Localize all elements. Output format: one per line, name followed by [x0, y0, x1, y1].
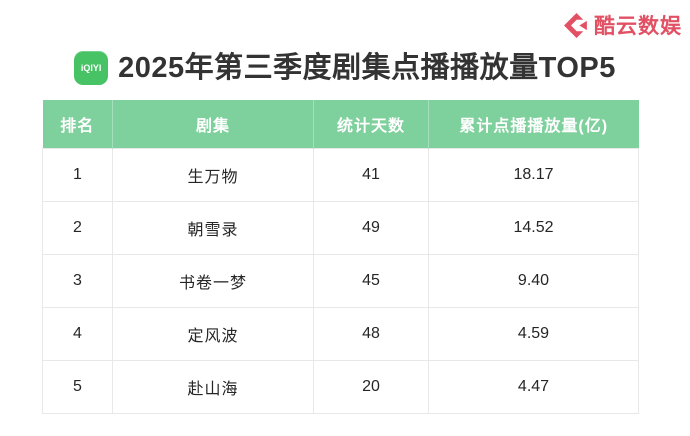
table-row: 4 定风波 48 4.59 — [42, 306, 639, 361]
page-title: 2025年第三季度剧集点播播放量TOP5 — [118, 52, 616, 84]
cell-plays: 4.47 — [428, 359, 639, 414]
col-header-rank: 排名 — [42, 100, 113, 148]
cell-rank: 1 — [42, 147, 113, 202]
kuyun-brand: 酷云数娱 — [563, 10, 682, 40]
cell-plays: 9.40 — [428, 253, 639, 308]
iqiyi-logo-icon: iQIYI — [74, 51, 109, 85]
table-row: 2 朝雪录 49 14.52 — [42, 200, 639, 255]
table-row: 5 赴山海 20 4.47 — [42, 359, 639, 414]
col-header-plays: 累计点播播放量(亿) — [428, 100, 639, 148]
col-header-drama: 剧集 — [112, 100, 314, 148]
header-row: 排名 剧集 统计天数 累计点播播放量(亿) — [42, 100, 639, 148]
cell-drama-title: 生万物 — [112, 147, 314, 202]
cell-rank: 2 — [42, 200, 113, 255]
cell-days: 48 — [313, 306, 429, 361]
cell-days: 20 — [313, 359, 429, 414]
cell-drama-title: 朝雪录 — [112, 200, 314, 255]
cell-days: 45 — [313, 253, 429, 308]
cell-plays: 4.59 — [428, 306, 639, 361]
table-body: 1 生万物 41 18.17 2 朝雪录 49 14.52 3 书卷一梦 45 … — [42, 147, 639, 414]
cell-rank: 4 — [42, 306, 113, 361]
cell-rank: 3 — [42, 253, 113, 308]
table-header: 排名 剧集 统计天数 累计点播播放量(亿) — [42, 100, 639, 148]
title-row: iQIYI 2025年第三季度剧集点播播放量TOP5 — [0, 51, 690, 85]
cell-days: 41 — [313, 147, 429, 202]
cell-drama-title: 书卷一梦 — [112, 253, 314, 308]
cell-drama-title: 赴山海 — [112, 359, 314, 414]
cell-plays: 18.17 — [428, 147, 639, 202]
cell-rank: 5 — [42, 359, 113, 414]
cell-plays: 14.52 — [428, 200, 639, 255]
table-row: 3 书卷一梦 45 9.40 — [42, 253, 639, 308]
kuyun-logo-icon — [564, 12, 587, 38]
cell-drama-title: 定风波 — [112, 306, 314, 361]
table-row: 1 生万物 41 18.17 — [42, 147, 639, 202]
kuyun-brand-name: 酷云数娱 — [594, 15, 682, 38]
col-header-days: 统计天数 — [313, 100, 429, 148]
cell-days: 49 — [313, 200, 429, 255]
ranking-table: 排名 剧集 统计天数 累计点播播放量(亿) 1 生万物 41 18.17 2 朝… — [42, 100, 639, 414]
